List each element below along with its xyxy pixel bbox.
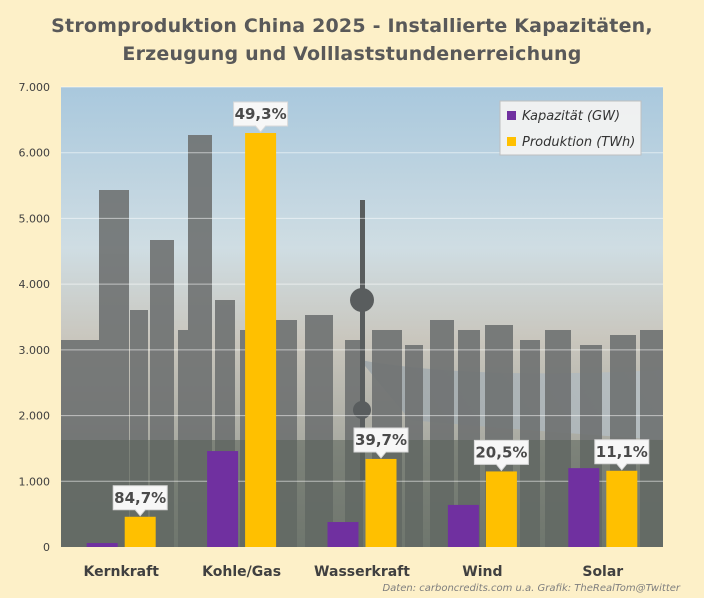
data-label-1: 84,7% <box>114 489 166 507</box>
category-label-2: Kohle/Gas <box>202 564 281 580</box>
category-label-4: Wind <box>462 564 502 580</box>
x-axis-categories: Kernkraft Kohle/Gas Wasserkraft Wind Solar <box>83 564 623 580</box>
capacity-bar-2 <box>207 451 239 547</box>
legend-swatch-capacity <box>507 111 516 120</box>
production-bar-1 <box>124 516 156 547</box>
legend-label-production: Produktion (TWh) <box>522 135 635 150</box>
capacity-bar-1 <box>86 543 118 547</box>
y-tick-label: 2.000 <box>19 410 51 423</box>
y-tick-label: 5.000 <box>19 212 51 225</box>
y-tick-label: 4.000 <box>19 278 51 291</box>
data-label-callout <box>233 101 289 133</box>
data-label-3: 39,7% <box>355 431 407 449</box>
y-tick-label: 3.000 <box>19 344 51 357</box>
y-tick-label: 1.000 <box>19 475 51 488</box>
category-label-3: Wasserkraft <box>314 564 410 580</box>
production-bar-3 <box>365 458 397 547</box>
bars <box>86 133 638 547</box>
data-label-callout <box>353 427 409 459</box>
background-photo <box>61 87 663 547</box>
production-bar-2 <box>245 133 277 547</box>
y-tick-label: 7.000 <box>19 81 51 94</box>
capacity-bar-5 <box>568 468 600 547</box>
title-line-2: Erzeugung und Volllaststundenerreichung <box>122 43 582 65</box>
capacity-bar-4 <box>447 504 479 547</box>
capacity-bar-3 <box>327 522 359 547</box>
data-label-4: 20,5% <box>475 443 527 461</box>
data-label-5: 11,1% <box>596 443 648 461</box>
legend: Kapazität (GW) Produktion (TWh) <box>499 100 642 156</box>
legend-label-capacity: Kapazität (GW) <box>522 109 620 124</box>
y-tick-label: 6.000 <box>19 147 51 160</box>
legend-swatch-production <box>507 137 516 146</box>
title-line-1: Stromproduktion China 2025 - Installiert… <box>51 15 653 37</box>
data-label-callout <box>594 439 650 471</box>
category-label-1: Kernkraft <box>83 564 159 580</box>
legend-box <box>499 100 642 156</box>
y-tick-label: 0 <box>43 541 50 554</box>
data-labels: 84,7% 49,3% 39,7% 20,5% 11,1% <box>112 101 650 517</box>
production-bar-5 <box>606 470 638 547</box>
data-label-callout <box>112 485 168 517</box>
source-note: Daten: carboncredits.com u.a. Grafik: Th… <box>382 583 680 594</box>
data-label-callout <box>473 439 529 472</box>
production-bar-4 <box>485 471 517 547</box>
category-label-5: Solar <box>582 564 623 580</box>
data-label-2: 49,3% <box>235 105 287 123</box>
y-axis-ticks: 0 1.000 2.000 3.000 4.000 5.000 6.000 7.000 <box>19 81 51 554</box>
chart-title: Stromproduktion China 2025 - Installiert… <box>0 12 704 68</box>
